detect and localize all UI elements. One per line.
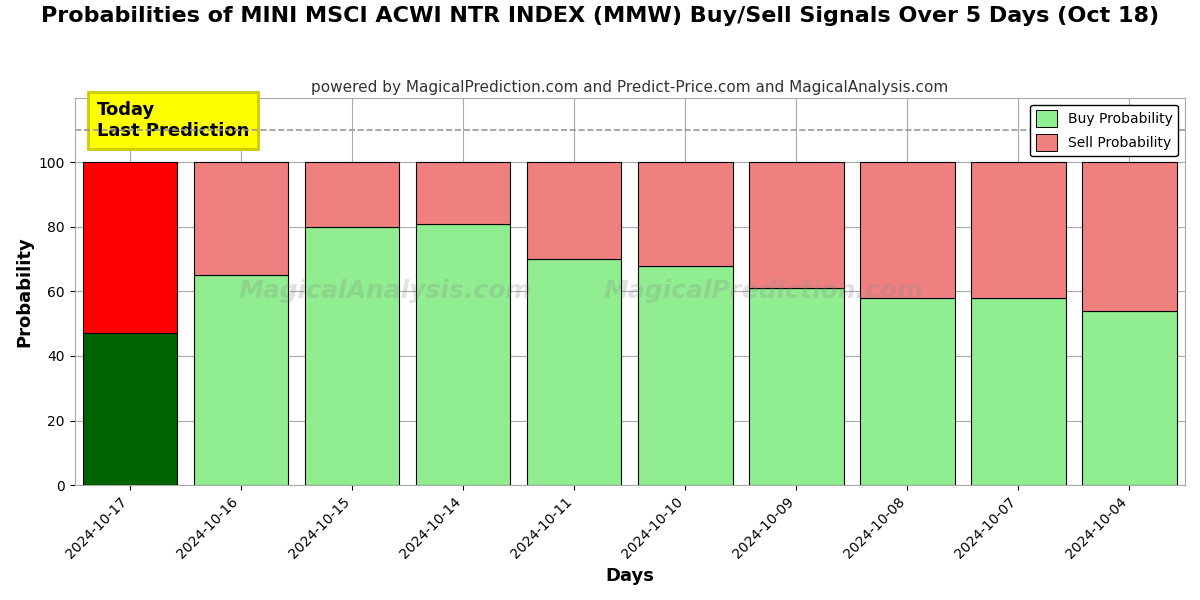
Title: powered by MagicalPrediction.com and Predict-Price.com and MagicalAnalysis.com: powered by MagicalPrediction.com and Pre… [311,80,948,95]
Text: MagicalAnalysis.com: MagicalAnalysis.com [239,280,533,304]
Bar [860,298,955,485]
Bar [971,162,1066,298]
Y-axis label: Probability: Probability [16,236,34,347]
Bar [527,259,622,485]
Bar [1082,162,1177,311]
Bar [194,162,288,275]
Bar [1082,311,1177,485]
Bar [527,162,622,259]
Bar [749,162,844,288]
Bar [305,162,400,227]
X-axis label: Days: Days [605,567,654,585]
Bar [749,288,844,485]
Bar [638,266,732,485]
Bar [194,275,288,485]
Bar [638,162,732,266]
Bar [416,224,510,485]
Bar [83,334,178,485]
Bar [305,227,400,485]
Text: MagicalPrediction.com: MagicalPrediction.com [604,280,923,304]
Bar [860,162,955,298]
Text: Today
Last Prediction: Today Last Prediction [97,101,250,140]
Bar [416,162,510,224]
Bar [971,298,1066,485]
Bar [83,162,178,334]
Text: Probabilities of MINI MSCI ACWI NTR INDEX (MMW) Buy/Sell Signals Over 5 Days (Oc: Probabilities of MINI MSCI ACWI NTR INDE… [41,6,1159,26]
Legend: Buy Probability, Sell Probability: Buy Probability, Sell Probability [1030,104,1178,157]
